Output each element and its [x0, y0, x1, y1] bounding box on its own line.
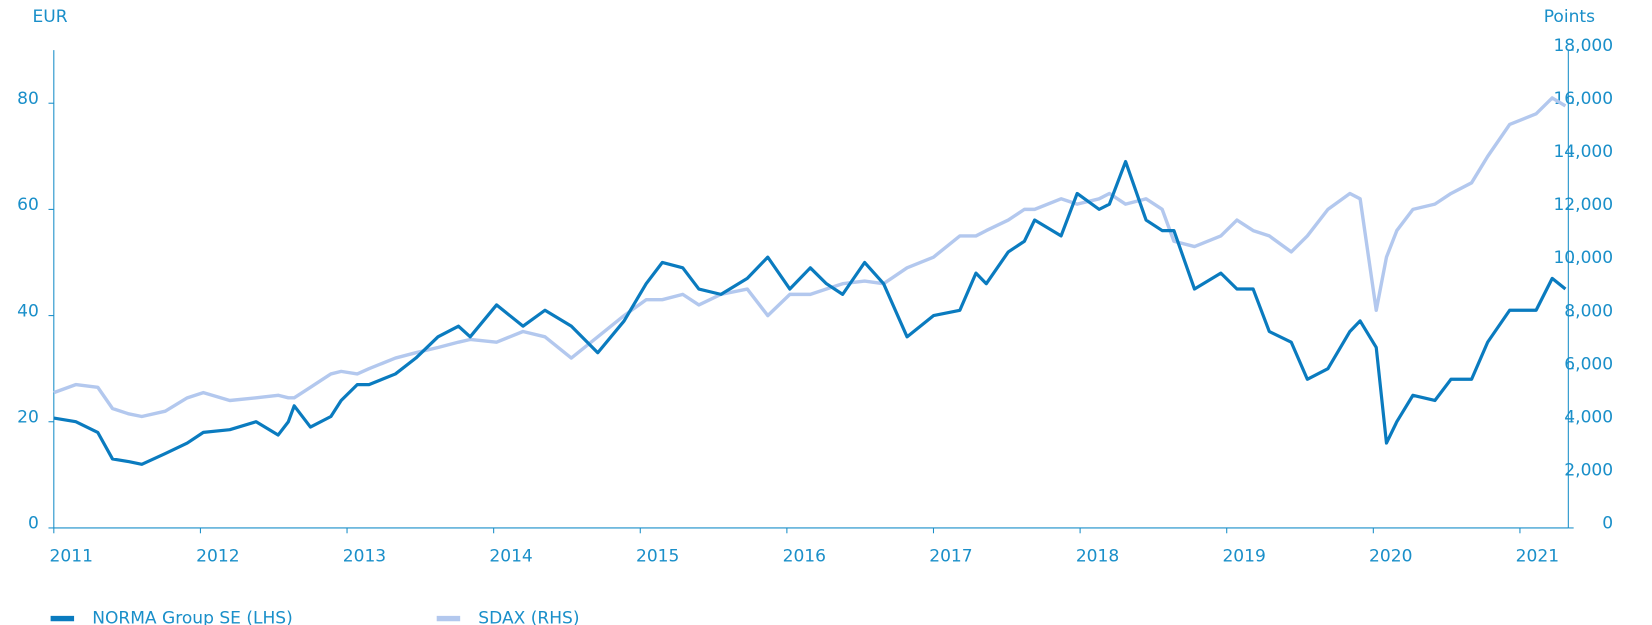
y2-tick-label: 8,000	[1564, 301, 1613, 321]
y-tick-label: 80	[17, 89, 39, 109]
x-tick-label: 2017	[929, 547, 972, 567]
y-axis-label: EUR	[32, 7, 67, 27]
series-line	[53, 96, 1567, 419]
x-tick-label: 2014	[489, 547, 532, 567]
x-tick-label: 2018	[1076, 547, 1119, 567]
y-tick-label: 0	[28, 514, 39, 534]
x-tick-label: 2015	[636, 547, 679, 567]
y2-tick-label: 2,000	[1564, 461, 1613, 481]
x-tick-label: 2020	[1369, 547, 1412, 567]
x-tick-label: 2016	[783, 547, 826, 567]
x-tick-label: 2021	[1516, 547, 1559, 567]
y2-tick-label: 16,000	[1553, 89, 1613, 109]
x-tick-label: 2013	[343, 547, 386, 567]
y2-tick-label: 14,000	[1553, 142, 1613, 162]
y-tick-label: 40	[17, 301, 39, 321]
x-tick-label: 2011	[50, 547, 93, 567]
series-line	[53, 159, 1567, 466]
y2-axis-label: Points	[1544, 7, 1595, 27]
legend-label: SDAX (RHS)	[478, 609, 579, 625]
x-tick-label: 2012	[196, 547, 239, 567]
y2-tick-label: 0	[1602, 514, 1613, 534]
y2-tick-label: 4,000	[1564, 407, 1613, 427]
y2-tick-label: 18,000	[1553, 36, 1613, 56]
x-tick-label: 2019	[1222, 547, 1265, 567]
y2-tick-label: 12,000	[1553, 195, 1613, 215]
y2-tick-label: 6,000	[1564, 354, 1613, 374]
y-tick-label: 20	[17, 407, 39, 427]
y-tick-label: 60	[17, 195, 39, 215]
legend-label: NORMA Group SE (LHS)	[92, 609, 293, 625]
y2-tick-label: 10,000	[1553, 248, 1613, 268]
